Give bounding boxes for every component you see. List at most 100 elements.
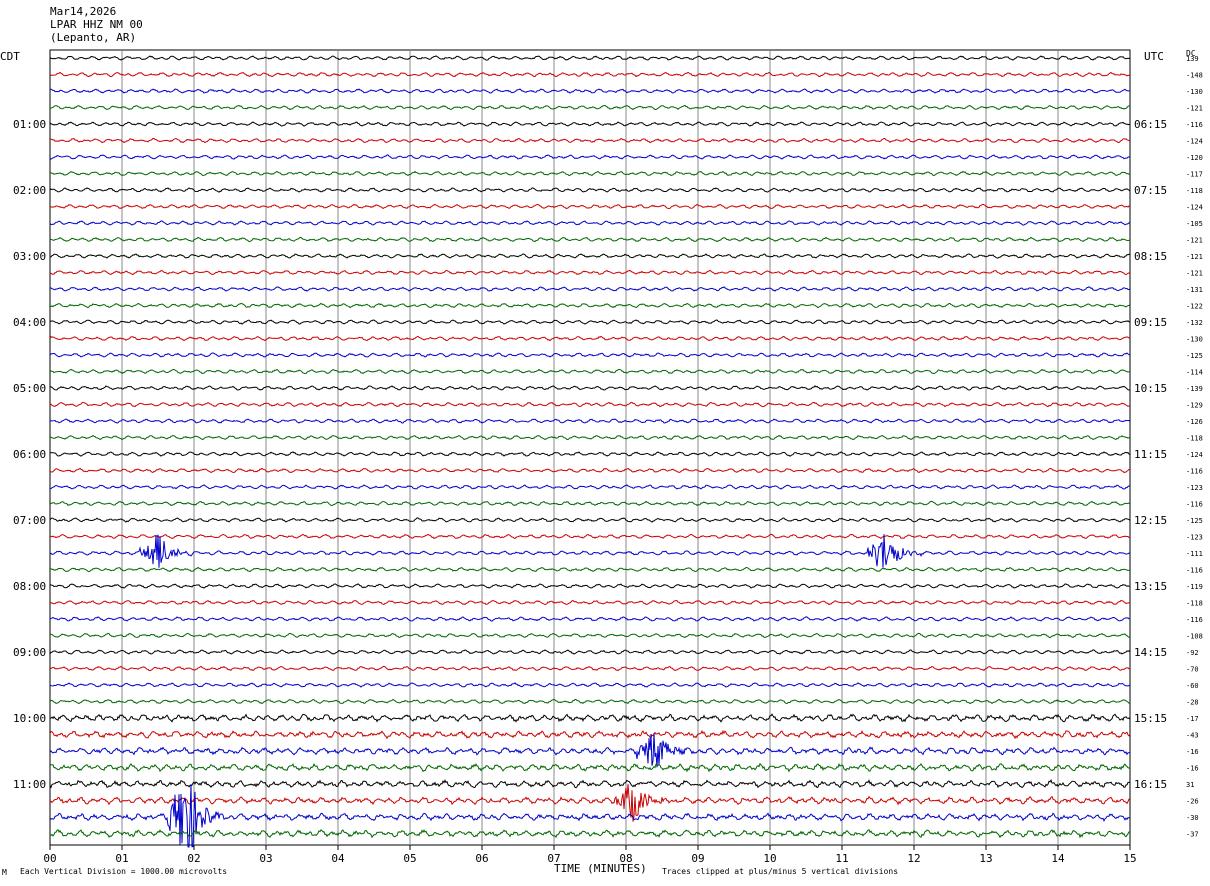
seismic-trace [49,828,1131,839]
cdt-hour-label: 07:00 [13,514,46,527]
dc-offset-label: -30 [1186,814,1199,822]
dc-offset-label: 139 [1186,55,1199,63]
corner-mark: M [2,868,7,877]
seismic-trace [49,352,1131,358]
utc-hour-label: 14:15 [1134,646,1167,659]
station-location: (Lepanto, AR) [50,31,137,44]
seismic-trace [49,713,1131,723]
seismic-trace [49,269,1131,276]
dc-offset-label: -126 [1186,418,1203,426]
seismic-trace [49,286,1131,292]
dc-offset-label: -116 [1186,501,1203,509]
dc-offset-label: -124 [1186,204,1203,212]
dc-offset-label: -123 [1186,534,1203,542]
utc-hour-label: 08:15 [1134,250,1167,263]
seismic-trace [49,335,1131,342]
dc-offset-label: -116 [1186,468,1203,476]
seismic-trace [49,170,1130,177]
dc-offset-label: -119 [1186,583,1203,591]
cdt-hour-label: 10:00 [13,712,46,725]
dc-offset-label: -60 [1186,682,1199,690]
seismic-trace [49,154,1131,160]
cdt-hour-label: 01:00 [13,118,46,131]
seismic-trace [49,649,1131,655]
utc-hour-label: 11:15 [1134,448,1167,461]
record-date: Mar14,2026 [50,5,117,18]
seismic-trace [49,187,1131,193]
seismic-trace [49,121,1131,127]
right-axis-title: UTC [1144,50,1164,63]
dc-offset-label: -132 [1186,319,1203,327]
dc-offset-label: -43 [1186,732,1199,740]
x-tick-label: 09 [691,852,704,865]
dc-offset-label: -125 [1186,517,1203,525]
seismic-trace [49,434,1131,441]
seismic-trace [49,632,1131,639]
x-tick-label: 04 [331,852,345,865]
x-tick-label: 14 [1051,852,1065,865]
dc-offset-label: -116 [1186,616,1203,624]
header-block: Mar14,2026 LPAR HHZ NM 00 (Lepanto, AR) [50,5,143,44]
seismic-trace [49,319,1131,325]
dc-offset-label: -114 [1186,369,1203,377]
dc-offset-label: -16 [1186,765,1199,773]
seismic-trace [49,583,1130,589]
seismic-trace [50,203,1131,210]
x-tick-label: 02 [187,852,200,865]
seismic-trace [49,55,1131,61]
dc-offset-label: -116 [1186,121,1203,129]
seismic-trace [49,729,1131,740]
dc-offset-label: -116 [1186,567,1203,575]
seismic-trace [49,698,1131,705]
dc-offset-label: -129 [1186,402,1203,410]
x-axis-label: TIME (MINUTES) [554,862,647,875]
cdt-hour-label: 03:00 [13,250,46,263]
dc-offset-label: -16 [1186,748,1199,756]
seismic-trace [49,220,1131,226]
seismic-trace [49,104,1131,111]
dc-offset-label: -122 [1186,303,1203,311]
dc-offset-label: -105 [1186,220,1203,228]
seismic-trace [49,534,1131,568]
clip-note: Traces clipped at plus/minus 5 vertical … [662,867,899,876]
dc-offset-label: -121 [1186,270,1203,278]
dc-offset-label: -123 [1186,484,1203,492]
dc-offset-label: -70 [1186,666,1199,674]
scale-note: Each Vertical Division = 1000.00 microvo… [20,867,228,876]
utc-hour-label: 15:15 [1134,712,1167,725]
cdt-hour-label: 11:00 [13,778,46,791]
seismic-trace [49,665,1131,672]
seismic-trace [49,467,1130,474]
x-tick-label: 08 [619,852,632,865]
dc-offset-label: -118 [1186,187,1203,195]
dc-offset-label: -130 [1186,336,1203,344]
seismic-trace [49,418,1131,424]
dc-offset-label: -124 [1186,138,1203,146]
dc-offset-label: -108 [1186,633,1203,641]
dc-offset-label: -125 [1186,352,1203,360]
seismic-trace [49,566,1131,573]
x-tick-label: 12 [907,852,920,865]
seismic-trace [49,682,1131,688]
cdt-hour-label: 09:00 [13,646,46,659]
seismic-trace [50,253,1131,259]
seismic-trace [49,137,1131,144]
dc-title: DC [1186,49,1196,58]
dc-offset-label: 31 [1186,781,1194,789]
dc-offset-label: -26 [1186,798,1199,806]
seismic-trace [49,599,1131,606]
x-tick-label: 06 [475,852,488,865]
dc-offset-label: -118 [1186,435,1203,443]
seismic-trace [49,784,1131,822]
cdt-hour-label: 08:00 [13,580,46,593]
x-tick-label: 15 [1123,852,1136,865]
seismic-trace [50,385,1131,391]
seismic-trace [49,500,1131,507]
x-tick-label: 07 [547,852,560,865]
seismic-trace [49,451,1131,457]
dc-offset-label: -117 [1186,171,1203,179]
x-tick-label: 05 [403,852,416,865]
seismic-trace [49,762,1131,773]
seismic-trace [49,71,1131,78]
